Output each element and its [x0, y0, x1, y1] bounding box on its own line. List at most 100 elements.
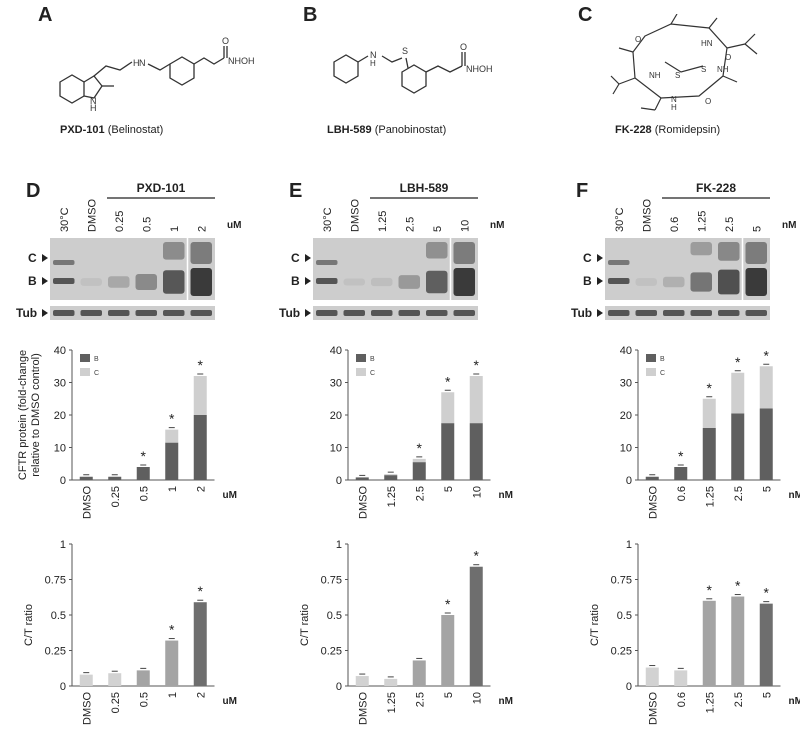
bar	[193, 602, 207, 686]
tubulin-band	[316, 310, 338, 316]
bar-b	[79, 476, 93, 480]
panel-letter-f: F	[576, 180, 589, 202]
tubulin-band	[53, 310, 75, 316]
band-b	[690, 272, 712, 292]
blot-lane-label: 5	[751, 226, 763, 232]
blot-drug-label-e: LBH-589	[400, 181, 449, 195]
y-axis-label: C/T ratio	[23, 604, 35, 646]
band-c	[608, 260, 630, 265]
band-b	[316, 278, 338, 284]
legend-swatch-b	[356, 354, 366, 362]
arrow-c-icon	[597, 254, 603, 262]
x-tick-label: DMSO	[81, 486, 93, 519]
band-b	[163, 270, 185, 294]
blot-label-tub: Tub	[16, 306, 37, 320]
y-tick-label: 0.25	[611, 646, 632, 658]
band-c	[718, 242, 740, 261]
tubulin-band	[80, 310, 102, 316]
band-c	[690, 242, 712, 256]
arrow-c-icon	[42, 254, 48, 262]
y-tick-label: 40	[54, 345, 66, 357]
bar-b	[412, 462, 426, 480]
arrow-tub-icon	[42, 309, 48, 317]
blot-lane-label: 5	[432, 226, 444, 232]
blot-panel-d: PXD-101 30°C DMSO 0.25 0.5 1 2 uM CB Tub	[16, 181, 241, 320]
bar-b	[108, 476, 122, 480]
x-tick-label: 10	[471, 692, 483, 704]
arrow-tub-icon	[597, 309, 603, 317]
bar-b	[441, 423, 455, 480]
band-b	[663, 276, 685, 288]
caption-c-name: (Romidepsin)	[654, 124, 721, 136]
band-b	[745, 268, 767, 296]
band-b	[80, 278, 102, 286]
bar-c	[469, 376, 483, 424]
significance-star: *	[445, 373, 451, 389]
bar	[441, 615, 455, 686]
band-b	[608, 278, 630, 284]
bar-c	[702, 398, 716, 428]
bar-b	[674, 467, 688, 480]
arrow-b-icon	[42, 277, 48, 285]
blot-unit-label: uM	[227, 220, 241, 231]
blot-lane-label: DMSO	[349, 199, 361, 232]
bar-c	[193, 376, 207, 415]
svg-text:H: H	[133, 58, 140, 68]
chart-e-cftr: 0 10 20 30 40 DMSO 1.25 * 2.5 * 5 * 10 nM BC	[330, 345, 513, 519]
tubulin-band	[745, 310, 767, 316]
blot-panel-e: LBH-589 30°C DMSO 1.25 2.5 5 10 nM CB Tub	[279, 181, 504, 320]
band-b	[718, 269, 740, 295]
blot-image	[313, 238, 478, 300]
y-tick-label: 0	[60, 681, 66, 693]
bar	[469, 566, 483, 686]
band-b	[135, 274, 157, 290]
tubulin-band	[135, 310, 157, 316]
tubulin-band	[690, 310, 712, 316]
arrow-b-icon	[597, 277, 603, 285]
tubulin-band	[163, 310, 185, 316]
bar-b	[645, 476, 659, 480]
bar-b	[165, 442, 179, 480]
blot-lane-label: 0.25	[114, 211, 126, 232]
blot-drug-label-d: PXD-101	[137, 181, 186, 195]
unit-label: uM	[223, 696, 237, 707]
band-c	[163, 242, 185, 260]
band-c	[453, 242, 475, 264]
panel-letter-c: C	[578, 4, 593, 26]
x-tick-label: DMSO	[357, 486, 369, 519]
y-tick-label: 40	[330, 345, 342, 357]
y-tick-label: 1	[336, 539, 342, 551]
significance-star: *	[678, 448, 684, 464]
y-tick-label: 0.75	[45, 575, 66, 587]
x-tick-label: 2.5	[733, 486, 745, 501]
legend-swatch-c	[646, 368, 656, 376]
blot-lane-label: 0.6	[669, 217, 681, 232]
x-tick-label: 2.5	[733, 692, 745, 707]
blot-lane-label: 1	[169, 226, 181, 232]
blot-lane-label: 10	[459, 220, 471, 232]
blot-label-tub: Tub	[571, 306, 592, 320]
y-tick-label: 20	[620, 410, 632, 422]
tubulin-band	[635, 310, 657, 316]
significance-star: *	[707, 380, 713, 396]
y-tick-label: 0.25	[321, 646, 342, 658]
y-axis-label: C/T ratio	[589, 604, 601, 646]
band-c	[53, 260, 75, 265]
blot-panel-f: FK-228 30°C DMSO 0.6 1.25 2.5 5 nM CB Tub	[571, 181, 796, 320]
arrow-c-icon	[305, 254, 311, 262]
unit-label: nM	[499, 490, 513, 501]
blot-label-c: C	[28, 251, 37, 265]
x-tick-label: 0.6	[676, 486, 688, 501]
svg-text:S: S	[402, 46, 408, 56]
x-tick-label: 1.25	[704, 486, 716, 507]
bar-b	[469, 423, 483, 480]
bar-b	[702, 428, 716, 480]
nhoh-label-a: NHOH	[228, 56, 255, 66]
blot-lane-label: DMSO	[641, 199, 653, 232]
bar-c	[412, 458, 426, 463]
unit-label: nM	[789, 490, 800, 501]
tubulin-band	[190, 310, 212, 316]
svg-text:N: N	[139, 58, 146, 68]
y-tick-label: 0.75	[611, 575, 632, 587]
